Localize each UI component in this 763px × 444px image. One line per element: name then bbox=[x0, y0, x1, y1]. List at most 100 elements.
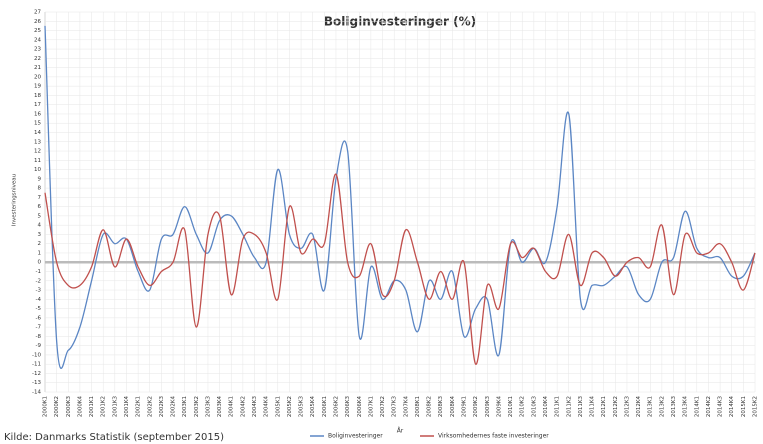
x-tick-label: 2004K4 bbox=[264, 396, 270, 418]
y-tick-label: 15 bbox=[34, 121, 41, 127]
y-tick-label: 7 bbox=[38, 195, 42, 201]
y-tick-label: 25 bbox=[34, 28, 41, 34]
x-tick-label: 2005K2 bbox=[287, 396, 293, 417]
x-axis-label: År bbox=[397, 428, 404, 435]
y-tick-label: -12 bbox=[32, 371, 41, 377]
y-tick-label: 12 bbox=[34, 149, 41, 155]
x-tick-label: 2002K1 bbox=[136, 396, 142, 417]
x-tick-label: 2003K1 bbox=[182, 396, 188, 417]
y-tick-label: 24 bbox=[34, 37, 41, 43]
x-tick-label: 2002K4 bbox=[171, 396, 177, 418]
y-axis-label: Investeringsniveau bbox=[12, 174, 18, 226]
y-tick-label: 10 bbox=[34, 167, 41, 173]
x-tick-label: 2004K1 bbox=[229, 396, 235, 417]
y-tick-label: 3 bbox=[38, 232, 42, 238]
y-tick-label: -3 bbox=[36, 288, 42, 294]
x-tick-label: 2007K1 bbox=[368, 396, 374, 417]
x-tick-label: 2005K3 bbox=[299, 396, 305, 418]
x-tick-label: 2010K1 bbox=[508, 396, 514, 417]
y-tick-label: -4 bbox=[36, 297, 42, 303]
x-tick-label: 2006K2 bbox=[333, 396, 339, 417]
y-tick-label: -14 bbox=[32, 390, 41, 396]
x-tick-label: 2013K4 bbox=[683, 396, 689, 418]
x-tick-label: 2008K2 bbox=[427, 396, 433, 417]
y-tick-label: 1 bbox=[38, 250, 42, 256]
x-tick-label: 2014K3 bbox=[718, 396, 724, 418]
y-tick-label: -13 bbox=[32, 380, 41, 386]
x-tick-label: 2009K4 bbox=[496, 396, 502, 418]
x-tick-label: 2003K4 bbox=[217, 396, 223, 418]
y-tick-label: 5 bbox=[38, 213, 42, 219]
x-tick-label: 2009K1 bbox=[462, 396, 468, 417]
x-tick-label: 2008K4 bbox=[450, 396, 456, 418]
y-tick-label: -7 bbox=[36, 325, 42, 331]
x-tick-label: 2015K2 bbox=[753, 396, 759, 417]
x-tick-label: 2012K2 bbox=[613, 396, 619, 417]
y-tick-label: 14 bbox=[34, 130, 41, 136]
y-tick-label: 27 bbox=[34, 10, 41, 16]
x-tick-label: 2001K1 bbox=[89, 396, 95, 417]
x-tick-label: 2004K2 bbox=[240, 396, 246, 417]
x-tick-label: 2009K3 bbox=[485, 396, 491, 418]
series-line bbox=[44, 173, 756, 365]
x-tick-label: 2014K1 bbox=[694, 396, 700, 417]
y-tick-label: -5 bbox=[36, 306, 42, 312]
x-tick-label: 2011K4 bbox=[590, 396, 596, 418]
series-line bbox=[44, 25, 756, 369]
x-tick-label: 2014K2 bbox=[706, 396, 712, 417]
x-tick-label: 2013K3 bbox=[671, 396, 677, 418]
x-tick-label: 2010K3 bbox=[531, 396, 537, 418]
y-tick-label: 21 bbox=[34, 65, 41, 71]
y-tick-label: -2 bbox=[36, 278, 41, 284]
y-tick-label: -11 bbox=[32, 362, 41, 368]
y-tick-label: -1 bbox=[36, 269, 41, 275]
y-tick-label: -8 bbox=[36, 334, 42, 340]
y-tick-label: -6 bbox=[36, 315, 42, 321]
y-tick-label: 6 bbox=[38, 204, 42, 210]
x-tick-label: 2001K3 bbox=[112, 396, 118, 418]
x-tick-label: 2001K2 bbox=[101, 396, 107, 417]
x-tick-label: 2007K3 bbox=[392, 396, 398, 418]
x-tick-label: 2007K4 bbox=[403, 396, 409, 418]
y-tick-label: 22 bbox=[34, 56, 41, 62]
y-tick-label: 20 bbox=[34, 74, 41, 80]
x-tick-label: 2010K2 bbox=[520, 396, 526, 417]
x-tick-label: 2009K2 bbox=[473, 396, 479, 417]
x-tick-label: 2013K2 bbox=[659, 396, 665, 417]
x-tick-label: 2006K1 bbox=[322, 396, 328, 417]
x-tick-label: 2002K2 bbox=[147, 396, 153, 417]
x-tick-label: 2006K3 bbox=[345, 396, 351, 418]
x-tick-label: 2000K3 bbox=[66, 396, 72, 418]
x-tick-label: 2011K1 bbox=[555, 396, 561, 417]
y-tick-label: 0 bbox=[38, 260, 42, 266]
x-tick-label: 2011K3 bbox=[578, 396, 584, 418]
x-tick-label: 2008K3 bbox=[438, 396, 444, 418]
x-tick-label: 2012K1 bbox=[601, 396, 607, 417]
x-tick-label: 2011K2 bbox=[566, 396, 572, 417]
source: Kilde: Danmarks Statistik (september 201… bbox=[4, 432, 224, 443]
x-tick-label: 2000K1 bbox=[43, 396, 49, 417]
x-tick-label: 2015K1 bbox=[741, 396, 747, 417]
y-tick-label: 16 bbox=[34, 111, 41, 117]
x-tick-label: 2003K2 bbox=[194, 396, 200, 417]
y-tick-label: 23 bbox=[34, 47, 41, 53]
x-tick-label: 2007K2 bbox=[380, 396, 386, 417]
x-tick-label: 2004K3 bbox=[252, 396, 258, 418]
x-tick-label: 2010K4 bbox=[543, 396, 549, 418]
x-tick-label: 2013K1 bbox=[648, 396, 654, 417]
y-tick-label: 8 bbox=[38, 186, 42, 192]
x-tick-label: 2003K3 bbox=[205, 396, 211, 418]
x-tick-label: 2014K4 bbox=[729, 396, 735, 418]
y-tick-label: 11 bbox=[34, 158, 41, 164]
x-tick-label: 2002K3 bbox=[159, 396, 165, 418]
y-tick-label: 19 bbox=[34, 84, 41, 90]
x-tick-label: 2000K4 bbox=[77, 396, 83, 418]
legend-label: Boliginvesteringer bbox=[328, 433, 383, 440]
x-tick-label: 2001K4 bbox=[124, 396, 130, 418]
y-tick-label: 17 bbox=[34, 102, 41, 108]
y-tick-label: 2 bbox=[38, 241, 42, 247]
x-tick-label: 2012K4 bbox=[636, 396, 642, 418]
legend-label: Virksomhedernes faste investeringer bbox=[438, 433, 549, 440]
y-tick-label: 4 bbox=[38, 223, 42, 229]
